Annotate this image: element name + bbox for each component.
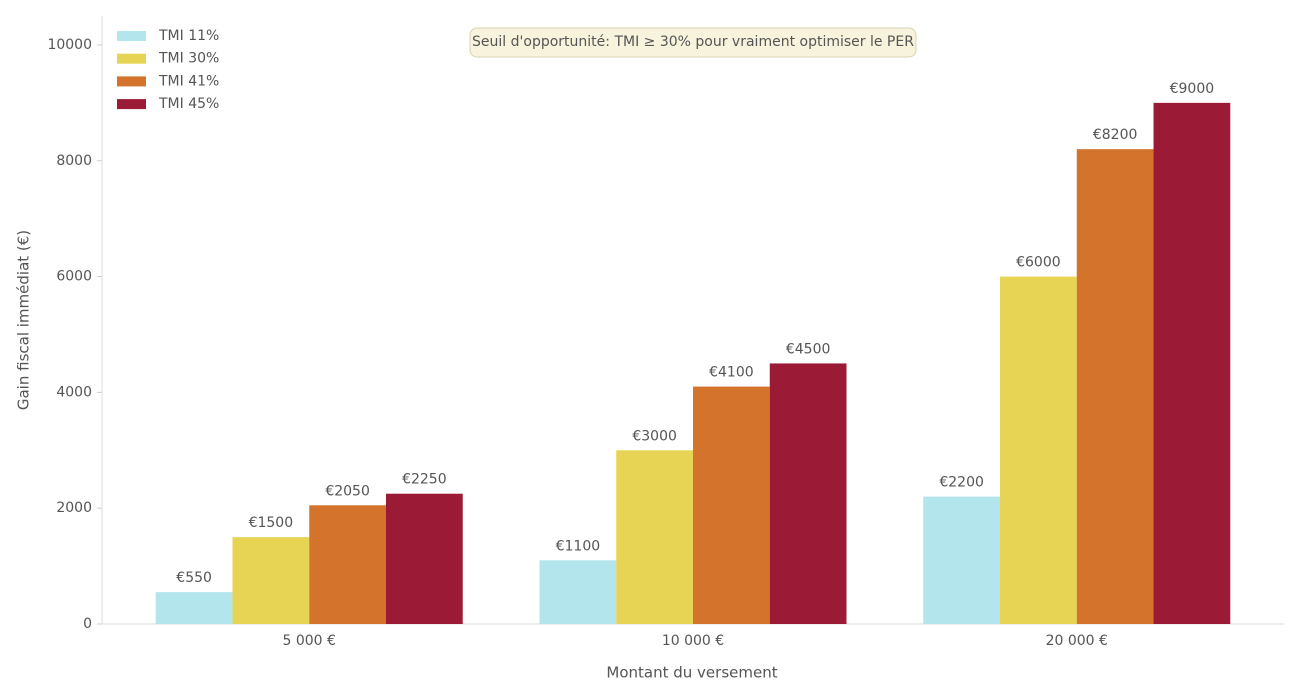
value-label: €4100: [709, 365, 754, 381]
value-label: €9000: [1170, 81, 1215, 97]
value-label: €2250: [402, 472, 447, 488]
y-tick-label: 10000: [47, 37, 92, 53]
y-tick-label: 6000: [56, 269, 92, 285]
legend-swatch: [117, 99, 146, 110]
bar: [693, 386, 770, 624]
legend-label: TMI 45%: [158, 96, 219, 112]
legend-label: TMI 30%: [158, 51, 219, 67]
y-axis-label: Gain fiscal immédiat (€): [15, 230, 33, 410]
value-label: €8200: [1093, 127, 1138, 143]
bar: [1000, 276, 1077, 624]
value-label: €550: [176, 570, 212, 586]
bar: [616, 450, 693, 624]
bar: [769, 363, 847, 624]
value-label: €3000: [632, 428, 677, 444]
value-label: €1100: [556, 538, 601, 554]
legend-swatch: [117, 53, 146, 64]
y-tick-label: 2000: [56, 500, 92, 516]
bar: [1076, 149, 1154, 624]
x-tick-label: 10 000 €: [662, 633, 724, 649]
y-tick-label: 4000: [56, 384, 92, 400]
legend-swatch: [117, 76, 146, 87]
legend-swatch: [117, 31, 146, 41]
bar: [155, 592, 233, 624]
bar: [385, 493, 463, 624]
legend-label: TMI 41%: [158, 73, 219, 89]
bar: [309, 505, 386, 624]
x-tick-label: 5 000 €: [283, 633, 336, 649]
value-label: €1500: [249, 515, 294, 531]
x-tick-label: 20 000 €: [1046, 633, 1108, 649]
value-label: €6000: [1016, 255, 1061, 271]
bar: [539, 560, 617, 624]
x-axis-label: Montant du versement: [606, 664, 777, 682]
annotation-box: [469, 27, 917, 58]
value-label: €2050: [325, 483, 370, 499]
bar: [1153, 102, 1231, 625]
bar: [232, 537, 310, 624]
y-tick-label: 0: [83, 616, 92, 632]
bar: [923, 496, 1001, 624]
value-label: €4500: [786, 341, 831, 357]
value-label: €2200: [939, 475, 984, 491]
annotation: Seuil d'opportunité: TMI ≥ 30% pour vrai…: [472, 34, 914, 50]
y-tick-label: 8000: [56, 153, 92, 169]
legend-label: TMI 11%: [158, 28, 219, 44]
